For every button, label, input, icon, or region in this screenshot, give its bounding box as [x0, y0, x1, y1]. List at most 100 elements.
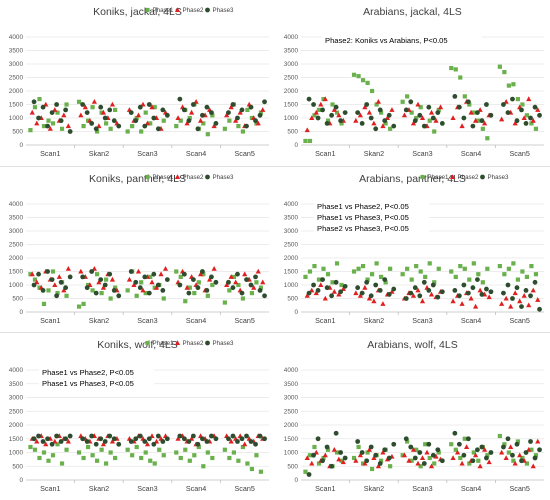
data-point: [233, 117, 239, 123]
data-point: [143, 291, 148, 296]
x-category-label: Skan2: [364, 484, 384, 493]
data-point: [359, 290, 365, 296]
x-category-label: Skan2: [364, 316, 384, 325]
data-point: [355, 439, 361, 444]
data-point: [311, 102, 316, 107]
data-point: [257, 433, 263, 439]
data-point: [65, 266, 71, 271]
data-point: [210, 455, 215, 461]
data-point: [359, 450, 365, 455]
data-point: [116, 123, 122, 129]
data-point: [84, 110, 90, 115]
data-point: [222, 126, 227, 131]
data-point: [321, 97, 326, 102]
data-point: [149, 104, 155, 110]
data-point: [111, 436, 117, 442]
data-point: [139, 129, 144, 134]
data-point: [486, 294, 492, 300]
legend-label: Phase1: [428, 174, 450, 181]
x-category-label: Skan2: [89, 316, 109, 325]
data-point: [36, 115, 41, 121]
data-point: [370, 466, 375, 472]
data-point: [76, 450, 82, 455]
data-point: [318, 282, 324, 287]
data-point: [137, 433, 143, 439]
legend-marker: [420, 174, 425, 180]
data-point: [364, 102, 370, 107]
x-category-label: Scan4: [186, 316, 206, 325]
x-category-label: Scan3: [137, 316, 157, 325]
data-point: [195, 441, 201, 447]
y-tick-label: 2500: [9, 408, 24, 415]
data-point: [479, 444, 485, 450]
data-point: [423, 442, 428, 447]
x-category-label: Scan4: [461, 149, 481, 158]
legend-label: Phase1: [153, 340, 175, 347]
data-point: [432, 280, 437, 285]
data-point: [316, 277, 322, 282]
y-tick-label: 3500: [284, 381, 299, 388]
data-point: [56, 274, 62, 279]
data-point: [140, 287, 146, 293]
data-point: [456, 441, 462, 447]
data-point: [415, 101, 421, 107]
data-point: [526, 302, 532, 308]
data-point: [257, 112, 263, 118]
data-point: [517, 452, 523, 458]
data-point: [476, 458, 481, 463]
x-category-label: Skan2: [364, 149, 384, 158]
data-point: [102, 282, 108, 288]
chart-arabians-panther: Arabians, panther, 4LS Phase1 Phase2 Phase3…: [275, 167, 550, 332]
data-point: [226, 436, 231, 442]
data-point: [205, 293, 210, 298]
data-point: [128, 439, 134, 444]
data-point: [418, 269, 423, 274]
data-point: [186, 439, 192, 444]
data-point: [161, 118, 166, 123]
data-point: [533, 126, 539, 131]
data-point: [329, 293, 335, 299]
data-point: [186, 118, 192, 124]
data-point: [342, 455, 348, 461]
data-point: [178, 118, 183, 123]
data-point: [356, 266, 361, 271]
data-point: [28, 272, 33, 277]
data-point: [453, 274, 458, 279]
data-point: [409, 110, 414, 115]
data-point: [320, 107, 325, 113]
data-point: [529, 447, 534, 452]
data-point: [312, 444, 317, 450]
data-point: [240, 129, 245, 134]
data-point: [377, 461, 383, 466]
data-point: [98, 436, 104, 442]
data-point: [479, 292, 485, 297]
data-point: [322, 452, 328, 458]
data-point: [253, 118, 258, 124]
data-point: [181, 107, 187, 113]
data-point: [400, 272, 405, 277]
data-point: [485, 136, 490, 141]
data-point: [511, 261, 516, 266]
x-category-label: Scan5: [235, 149, 255, 158]
data-point: [499, 116, 505, 122]
data-point: [497, 64, 502, 69]
data-point: [76, 99, 82, 104]
data-point: [417, 293, 423, 299]
data-point: [426, 288, 432, 293]
data-point: [190, 277, 196, 282]
legend: Phase1 Phase2 Phase3: [420, 174, 509, 181]
data-point: [467, 461, 472, 466]
x-category-label: Scan1: [40, 149, 60, 158]
data-point: [161, 453, 166, 458]
data-point: [430, 282, 436, 288]
data-point: [401, 112, 408, 118]
data-point: [537, 306, 542, 312]
data-point: [130, 453, 135, 458]
data-point: [334, 261, 340, 266]
data-point: [333, 104, 339, 110]
data-point: [200, 269, 205, 274]
data-point: [49, 441, 55, 447]
legend-label: Phase3: [213, 174, 235, 181]
data-point: [98, 104, 104, 110]
y-tick-label: 500: [287, 296, 298, 303]
